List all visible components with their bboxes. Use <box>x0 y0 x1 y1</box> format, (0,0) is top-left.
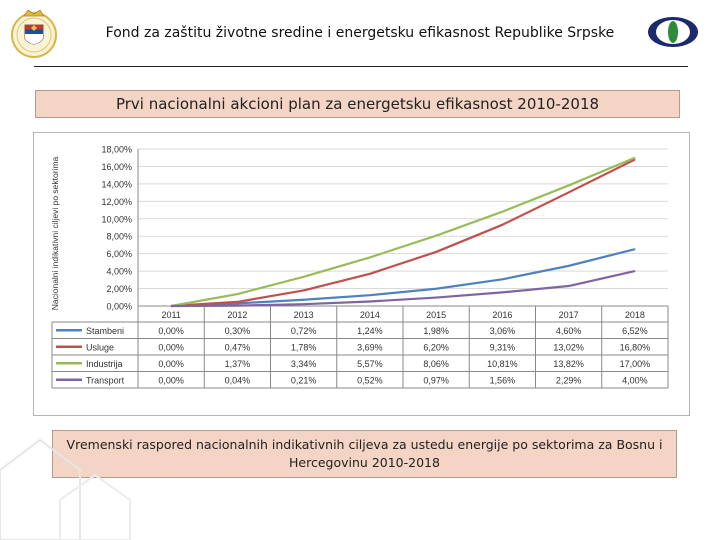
x-tick-label: 2016 <box>492 310 512 320</box>
data-point-usluge <box>634 158 636 161</box>
data-label-usluge: 3,69% <box>357 342 383 352</box>
y-tick-label: 4,00% <box>106 267 132 277</box>
data-label-stambeni: 1,98% <box>423 326 449 336</box>
x-tick-label: 2013 <box>294 310 314 320</box>
chart-container: Nacionalni indikativni ciljevi po sektor… <box>33 132 690 416</box>
y-axis-title: Nacionalni indikativni ciljevi po sektor… <box>50 156 60 310</box>
data-label-transport: 2,29% <box>556 375 582 385</box>
data-point-stambeni <box>236 302 238 304</box>
data-point-usluge <box>568 191 570 194</box>
data-point-industrija <box>501 211 503 213</box>
data-label-usluge: 6,20% <box>423 342 449 352</box>
data-point-stambeni <box>303 299 305 301</box>
fund-logo-icon <box>648 17 698 47</box>
data-point-transport <box>634 270 636 272</box>
data-point-industrija <box>435 235 437 237</box>
series-line-transport <box>171 270 636 308</box>
data-point-industrija <box>634 157 636 159</box>
x-tick-label: 2014 <box>360 310 380 320</box>
data-label-industrija: 8,06% <box>423 359 449 369</box>
y-tick-label: 14,00% <box>101 179 132 189</box>
y-tick-label: 16,00% <box>101 162 132 172</box>
data-point-transport <box>501 291 503 293</box>
data-label-stambeni: 1,24% <box>357 326 383 336</box>
legend-label-usluge: Usluge <box>86 342 114 352</box>
data-point-transport <box>303 303 305 305</box>
data-point-stambeni <box>369 294 371 296</box>
data-label-usluge: 9,31% <box>490 342 516 352</box>
line-chart: Nacionalni indikativni ciljevi po sektor… <box>50 145 669 389</box>
x-tick-label: 2012 <box>227 310 247 320</box>
y-tick-label: 8,00% <box>106 232 132 242</box>
data-label-stambeni: 6,52% <box>622 326 648 336</box>
y-tick-label: 10,00% <box>101 214 132 224</box>
data-label-industrija: 10,81% <box>487 359 518 369</box>
data-label-industrija: 13,82% <box>553 359 584 369</box>
data-point-transport <box>236 305 238 307</box>
data-label-industrija: 17,00% <box>620 359 651 369</box>
data-point-stambeni <box>568 265 570 267</box>
data-label-industrija: 1,37% <box>225 359 251 369</box>
data-label-usluge: 13,02% <box>553 342 584 352</box>
y-tick-label: 18,00% <box>101 145 132 155</box>
republic-emblem-icon <box>11 9 57 58</box>
data-label-transport: 1,56% <box>490 375 516 385</box>
data-point-transport <box>568 285 570 287</box>
data-point-transport <box>369 300 371 303</box>
data-point-stambeni <box>501 278 503 280</box>
plan-title: Prvi nacionalni akcioni plan za energets… <box>35 90 680 118</box>
y-tick-label: 0,00% <box>106 302 132 312</box>
data-label-usluge: 1,78% <box>291 342 317 352</box>
y-tick-label: 2,00% <box>106 284 132 294</box>
data-point-industrija <box>568 184 570 187</box>
data-point-stambeni <box>634 248 636 250</box>
data-label-transport: 0,04% <box>225 375 251 385</box>
data-point-transport <box>435 296 437 299</box>
data-label-industrija: 3,34% <box>291 359 317 369</box>
data-point-usluge <box>236 301 238 303</box>
data-point-usluge <box>369 273 371 275</box>
data-point-stambeni <box>435 288 437 290</box>
legend-label-transport: Transport <box>86 375 125 385</box>
x-tick-label: 2018 <box>625 310 645 320</box>
data-label-transport: 4,00% <box>622 375 648 385</box>
data-label-usluge: 16,80% <box>620 342 651 352</box>
data-label-stambeni: 4,60% <box>556 326 582 336</box>
data-label-transport: 0,21% <box>291 375 317 385</box>
data-label-transport: 0,97% <box>423 375 449 385</box>
data-point-usluge <box>435 251 437 253</box>
series-line-industrija <box>170 156 636 308</box>
data-point-usluge <box>303 289 305 292</box>
data-label-transport: 0,52% <box>357 375 383 385</box>
data-point-industrija <box>236 293 238 295</box>
header-title: Fond za zaštitu životne sredine i energe… <box>105 25 615 41</box>
data-label-stambeni: 0,30% <box>225 326 251 336</box>
x-tick-label: 2015 <box>426 310 446 320</box>
chart-caption: Vremenski raspored nacionalnih indikativ… <box>52 430 677 478</box>
data-label-stambeni: 0,72% <box>291 326 317 336</box>
legend-label-stambeni: Stambeni <box>86 326 124 336</box>
data-label-usluge: 0,47% <box>225 342 251 352</box>
series-line-usluge <box>171 158 636 308</box>
y-tick-label: 12,00% <box>101 197 132 207</box>
data-point-industrija <box>303 276 305 278</box>
data-label-stambeni: 3,06% <box>490 326 516 336</box>
legend-label-industrija: Industrija <box>86 359 123 369</box>
x-tick-label: 2017 <box>559 310 579 320</box>
data-point-transport <box>170 305 172 307</box>
data-label-industrija: 5,57% <box>357 359 383 369</box>
header-divider <box>34 66 688 67</box>
data-label-stambeni: 0,00% <box>158 326 184 336</box>
data-label-transport: 0,00% <box>158 375 184 385</box>
series-line-stambeni <box>171 248 636 308</box>
x-tick-label: 2011 <box>161 310 180 320</box>
data-point-usluge <box>501 224 503 226</box>
data-label-usluge: 0,00% <box>158 342 184 352</box>
data-label-industrija: 0,00% <box>158 359 184 369</box>
data-point-industrija <box>369 256 371 259</box>
y-tick-label: 6,00% <box>106 249 132 259</box>
